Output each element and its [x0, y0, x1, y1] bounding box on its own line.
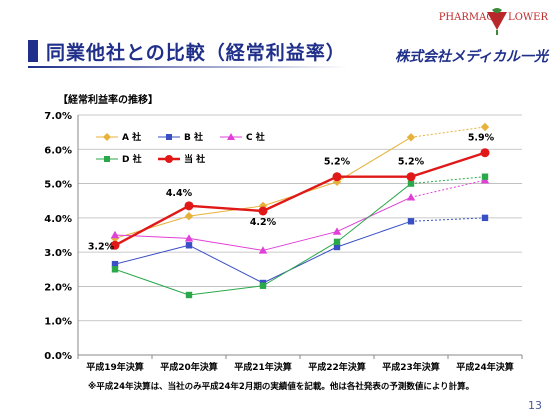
- data-point: [110, 240, 120, 250]
- series-line-segment: [262, 241, 338, 287]
- series-line-segment: [410, 176, 486, 185]
- series-line-segment: [188, 237, 264, 251]
- series-line-segment: [114, 244, 190, 265]
- data-point: [258, 206, 268, 216]
- data-point: [481, 214, 489, 222]
- data-point: [406, 133, 416, 142]
- data-label: 5.2%: [398, 157, 425, 168]
- data-point: [184, 201, 194, 211]
- x-tick-label: 平成20年決算: [160, 361, 218, 373]
- series-line-segment: [188, 285, 264, 296]
- legend-label: D 社: [122, 155, 142, 165]
- data-point: [259, 282, 267, 289]
- data-label: 3.2%: [88, 241, 115, 252]
- legend-swatch: [220, 132, 242, 140]
- data-point: [333, 238, 341, 246]
- title-accent-bar: [28, 40, 38, 62]
- title-underline: [28, 66, 348, 68]
- legend-swatch: [158, 133, 180, 140]
- series-line-segment: [188, 244, 264, 284]
- y-tick-label: 0.0%: [44, 351, 72, 362]
- legend-item: A 社: [96, 130, 141, 143]
- data-point: [185, 242, 193, 249]
- y-tick-label: 2.0%: [44, 282, 72, 293]
- y-tick-label: 5.0%: [44, 180, 72, 191]
- legend-label: A 社: [122, 133, 142, 143]
- legend-item: D 社: [96, 152, 142, 165]
- data-point: [481, 173, 489, 180]
- y-tick-label: 3.0%: [44, 248, 72, 259]
- series-line-segment: [114, 234, 190, 239]
- data-point: [110, 230, 120, 239]
- chart-legend: A 社 B 社 C 社 D 社 当 社: [96, 130, 274, 174]
- series-line-segment: [336, 196, 412, 233]
- page-number: 13: [528, 399, 542, 412]
- data-point: [406, 172, 416, 182]
- data-point: [480, 122, 490, 132]
- series-line-segment: [262, 246, 338, 284]
- footnote: ※平成24年決算は、当社のみ平成24年2月期の実績値を記載。他は各社発表の予測数…: [88, 382, 475, 392]
- data-point: [333, 243, 341, 251]
- data-point: [111, 260, 119, 268]
- data-point: [332, 172, 342, 182]
- data-point: [407, 218, 415, 225]
- legend-swatch: [96, 155, 118, 162]
- data-label: 5.9%: [468, 133, 495, 144]
- data-point: [111, 266, 119, 273]
- data-point: [258, 246, 268, 254]
- company-logo: PHARMAC ▼ LOWER 株式会社メディカル一光: [380, 8, 548, 70]
- data-point: [332, 177, 342, 187]
- legend-label: C 社: [246, 133, 265, 143]
- series-line-segment: [262, 231, 338, 251]
- series-line-segment: [114, 204, 190, 247]
- legend-label: 当 社: [184, 155, 206, 165]
- series-line-segment: [336, 183, 412, 243]
- y-tick-label: 7.0%: [44, 111, 72, 122]
- x-tick-label: 平成23年決算: [382, 361, 440, 373]
- data-point: [480, 148, 490, 158]
- series-line-segment: [188, 205, 264, 217]
- x-tick-label: 平成22年決算: [308, 361, 366, 373]
- series-line-segment: [188, 204, 264, 213]
- legend-swatch: [158, 154, 180, 163]
- series-line-segment: [410, 126, 486, 138]
- series-line-segment: [410, 217, 486, 222]
- flower-logo-icon: [487, 8, 507, 35]
- data-point: [332, 227, 342, 235]
- series-line-segment: [114, 215, 190, 239]
- data-point: [258, 201, 268, 211]
- data-label: 4.4%: [166, 188, 193, 199]
- series-line-segment: [410, 151, 486, 178]
- data-point: [407, 180, 415, 187]
- legend-item: C 社: [220, 130, 265, 143]
- y-tick-label: 4.0%: [44, 214, 72, 225]
- data-point: [185, 291, 193, 299]
- series-line-segment: [114, 268, 190, 296]
- legend-swatch: [96, 132, 118, 141]
- data-point: [406, 193, 416, 201]
- x-tick-label: 平成19年決算: [86, 361, 144, 373]
- data-point: [184, 234, 194, 242]
- data-label: 4.2%: [250, 217, 277, 228]
- chart-title: 【経常利益率の推移】: [58, 95, 158, 106]
- slide-title: 同業他社との比較（経常利益率）: [46, 42, 346, 64]
- series-line-segment: [336, 136, 412, 183]
- data-label: 5.2%: [324, 157, 351, 168]
- x-tick-label: 平成21年決算: [234, 361, 292, 373]
- series-line-segment: [410, 179, 486, 198]
- data-point: [184, 211, 194, 221]
- legend-item: B 社: [158, 130, 203, 143]
- y-tick-label: 6.0%: [44, 145, 72, 156]
- legend-label: B 社: [184, 133, 203, 143]
- series-line-segment: [336, 220, 412, 248]
- y-tick-label: 1.0%: [44, 317, 72, 328]
- legend-item: 当 社: [158, 152, 205, 165]
- series-line-segment: [262, 175, 338, 213]
- x-tick-label: 平成24年決算: [456, 361, 514, 373]
- logo-company-name: 株式会社メディカル一光: [394, 49, 548, 65]
